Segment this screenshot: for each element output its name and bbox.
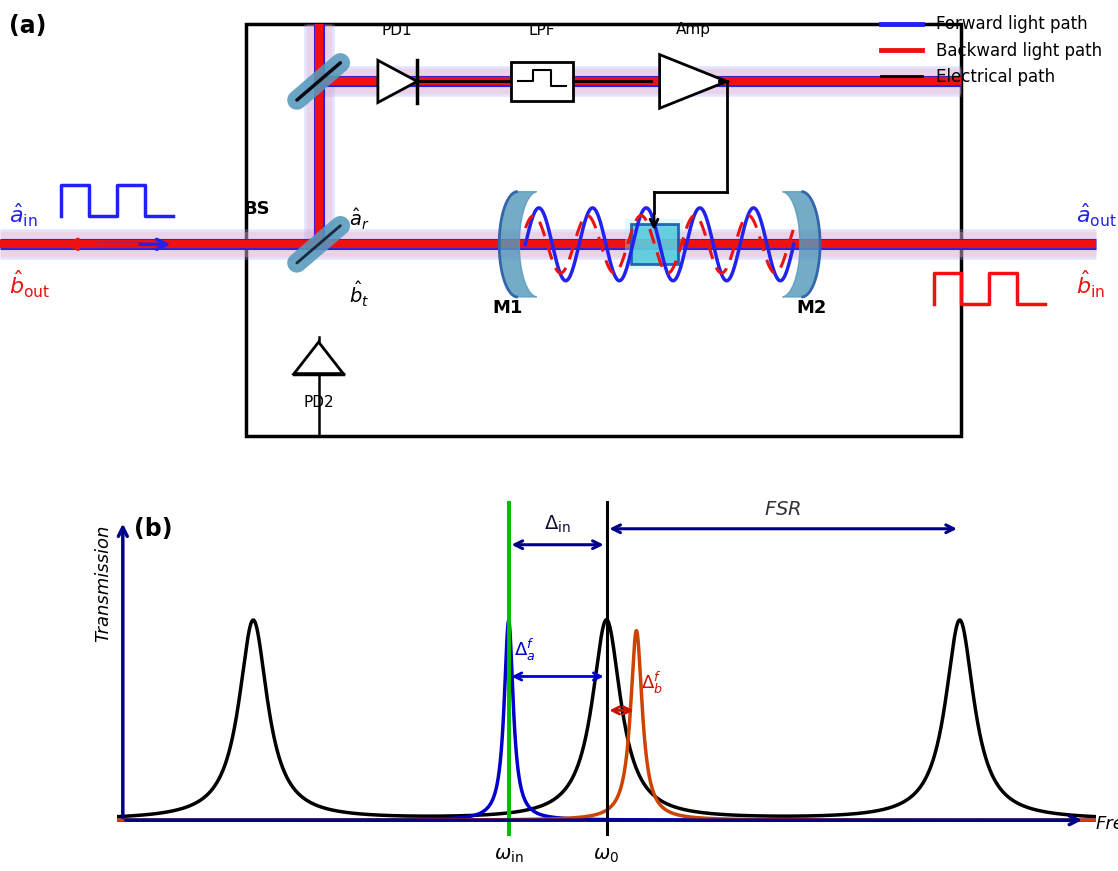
Text: $\hat{a}_\mathrm{out}$: $\hat{a}_\mathrm{out}$	[1076, 201, 1117, 229]
Bar	[246, 24, 961, 436]
Text: LPF: LPF	[529, 24, 556, 38]
Text: PD1: PD1	[381, 24, 413, 38]
Text: $\Delta_b^f$: $\Delta_b^f$	[641, 670, 663, 697]
Text: $\hat{b}_\mathrm{out}$: $\hat{b}_\mathrm{out}$	[9, 268, 50, 300]
Text: $\hat{a}_\mathrm{in}$: $\hat{a}_\mathrm{in}$	[9, 201, 38, 229]
Polygon shape	[378, 60, 417, 103]
Text: Frequency: Frequency	[1096, 815, 1118, 834]
Bar	[625, 219, 683, 269]
Bar	[511, 63, 572, 101]
Text: $\hat{b}_\mathrm{in}$: $\hat{b}_\mathrm{in}$	[1076, 268, 1105, 300]
Text: $\mathit{FSR}$: $\mathit{FSR}$	[765, 500, 802, 519]
Text: $\omega_0$: $\omega_0$	[594, 846, 619, 865]
Text: $\omega_\mathrm{in}$: $\omega_\mathrm{in}$	[494, 846, 523, 865]
Text: M1: M1	[492, 300, 523, 317]
Legend: Forward light path, Backward light path, Electrical path: Forward light path, Backward light path,…	[874, 9, 1109, 93]
Text: Amp: Amp	[675, 22, 711, 37]
Polygon shape	[500, 192, 537, 297]
Text: BS: BS	[244, 199, 271, 218]
Text: Transmission: Transmission	[94, 524, 112, 642]
Text: PD2: PD2	[303, 395, 334, 410]
Bar	[631, 224, 678, 265]
Text: $\hat{b}_t$: $\hat{b}_t$	[349, 280, 369, 309]
Polygon shape	[294, 342, 343, 374]
Text: $\hat{a}_r$: $\hat{a}_r$	[349, 207, 369, 233]
Text: (a): (a)	[9, 15, 46, 38]
Text: M2: M2	[796, 300, 827, 317]
Polygon shape	[660, 55, 727, 108]
Text: $\Delta_\mathrm{in}$: $\Delta_\mathrm{in}$	[544, 514, 571, 535]
Polygon shape	[783, 192, 819, 297]
Text: (b): (b)	[134, 517, 172, 541]
Text: $\Delta_a^f$: $\Delta_a^f$	[514, 637, 536, 663]
